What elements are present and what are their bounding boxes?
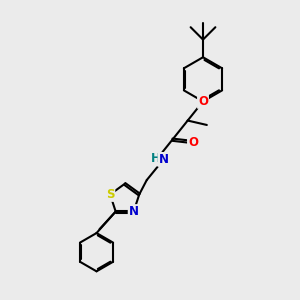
Text: N: N (158, 153, 169, 166)
Text: N: N (129, 205, 139, 218)
Text: O: O (198, 95, 208, 108)
Text: O: O (188, 136, 198, 148)
Text: S: S (106, 188, 114, 201)
Text: H: H (151, 152, 160, 165)
